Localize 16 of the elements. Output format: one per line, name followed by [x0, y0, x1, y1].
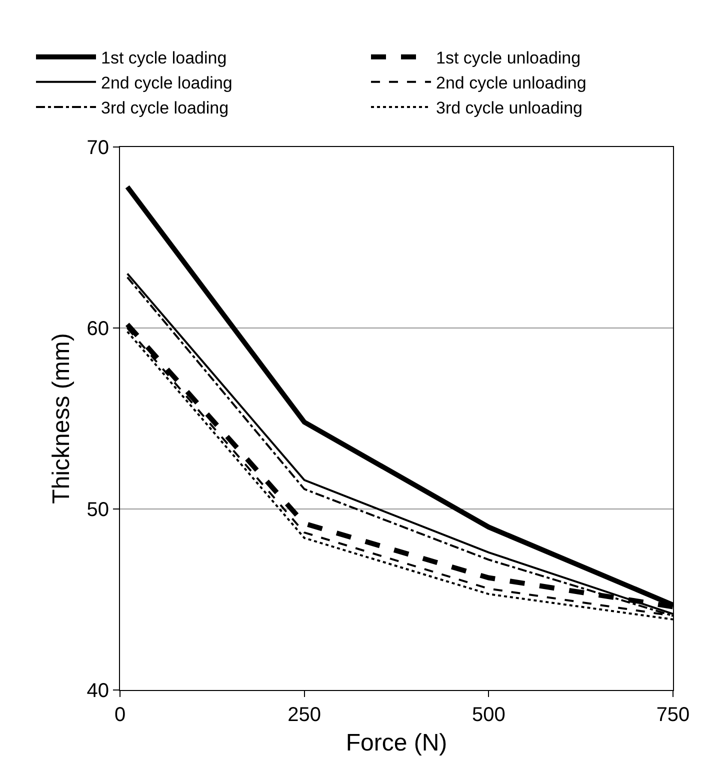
x-tick-label: 500 — [472, 704, 506, 726]
legend-label: 2nd cycle loading — [101, 74, 232, 93]
legend-label: 1st cycle loading — [101, 48, 227, 68]
legend-label: 2nd cycle unloading — [436, 74, 586, 93]
y-tick-label: 70 — [86, 137, 109, 159]
y-tick-label: 40 — [86, 680, 109, 702]
x-axis-title: Force (N) — [346, 729, 448, 756]
y-axis-title: Thickness (mm) — [48, 333, 75, 504]
y-tick-label: 60 — [86, 318, 109, 340]
y-tick-label: 50 — [86, 499, 109, 521]
legend-label: 1st cycle unloading — [436, 48, 581, 68]
x-tick-label: 250 — [288, 704, 322, 726]
legend-label: 3rd cycle loading — [101, 98, 229, 118]
legend-label: 3rd cycle unloading — [436, 98, 582, 118]
x-tick-label: 0 — [114, 704, 126, 726]
x-tick-label: 750 — [656, 704, 690, 726]
